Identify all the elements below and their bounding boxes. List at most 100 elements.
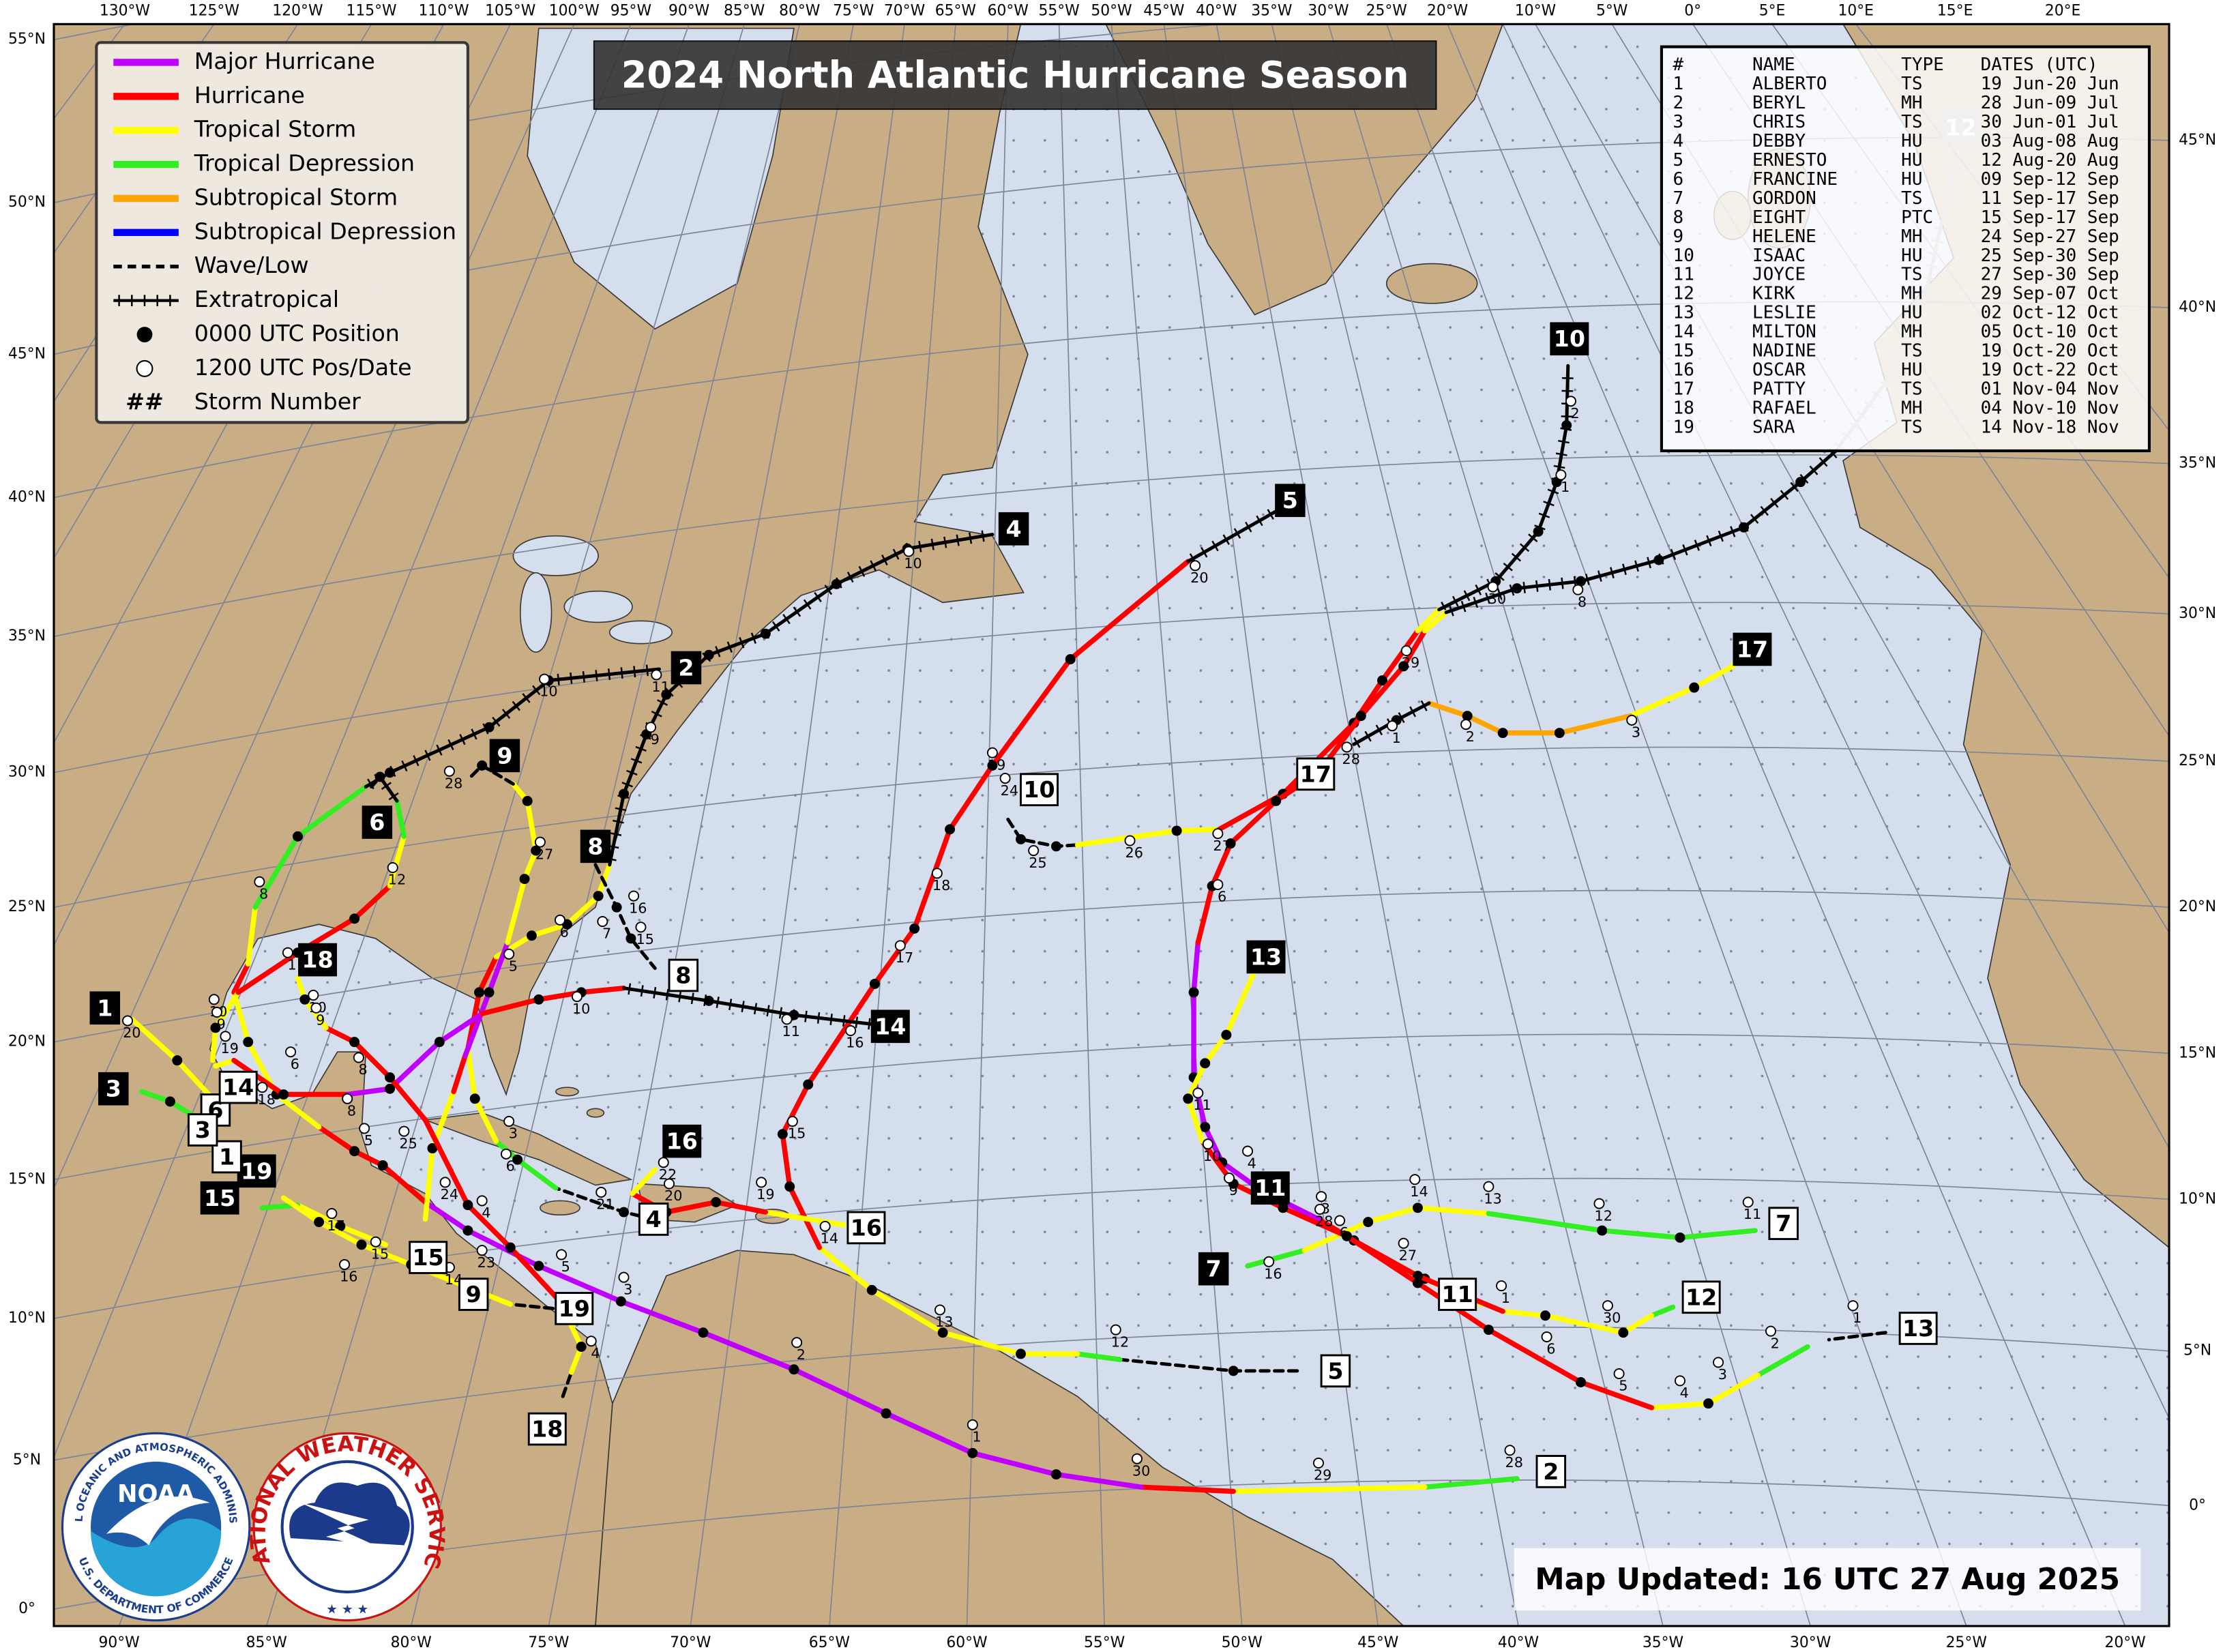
position-1200-utc [254, 876, 265, 887]
extratropical-tick [1449, 604, 1454, 617]
extratropical-tick [1201, 546, 1208, 558]
position-0000-utc [434, 1037, 445, 1048]
storm-number-box [489, 739, 520, 773]
storm-track [387, 834, 407, 889]
position-1200-utc [1504, 1445, 1516, 1456]
position-1200-utc [999, 773, 1011, 784]
lat-label-right: 10°N [2179, 1190, 2216, 1207]
position-0000-utc [533, 994, 544, 1005]
storm-number-box [555, 1292, 594, 1325]
table-cell: TS [1901, 417, 1922, 437]
date-label: 9 [1229, 1182, 1238, 1198]
lake [563, 590, 633, 623]
lon-label-top: 65°W [935, 3, 976, 20]
lon-label-top: 75°W [833, 3, 874, 20]
lon-label-top: 130°W [100, 3, 150, 20]
extratropical-tick [1475, 584, 1482, 595]
position-0000-utc [760, 628, 771, 639]
date-label: 2 [1771, 1335, 1780, 1351]
date-label: 4 [482, 1205, 490, 1221]
position-1200-utc [819, 1220, 831, 1232]
storm-number-box [580, 829, 611, 864]
lon-label-top: 120°W [272, 3, 323, 20]
position-0000-utc [576, 1342, 587, 1352]
position-0000-utc [1597, 1225, 1608, 1236]
storm-track [1437, 364, 1570, 612]
date-label: 8 [358, 1061, 367, 1078]
extratropical-tick [424, 750, 431, 761]
date-label: 14 [821, 1230, 838, 1247]
storm-number-box [362, 806, 393, 839]
storm-track [344, 1011, 485, 1097]
position-1200-utc [1242, 1145, 1254, 1157]
meridian-line [1502, 24, 2170, 1420]
extratropical-tick [804, 1010, 808, 1022]
lat-label-left: 5°N [13, 1451, 41, 1469]
position-0000-utc [937, 1327, 948, 1338]
extratropical-tick [607, 668, 611, 680]
noaa-text: NOAA [117, 1480, 195, 1508]
extratropical-tick [1547, 488, 1559, 495]
position-0000-utc [1540, 1310, 1550, 1321]
extratropical-tick [630, 758, 643, 764]
table-cell: TS [1901, 265, 1922, 285]
storm-number-box [218, 1070, 258, 1104]
lon-label-bottom: 30°W [1790, 1634, 1831, 1651]
table-cell: 13 [1673, 303, 1694, 323]
position-1200-utc [1341, 741, 1353, 753]
storm-number-box [458, 1278, 489, 1311]
date-label: 23 [477, 1254, 495, 1271]
position-0000-utc [1171, 825, 1182, 836]
lon-label-top: 20°W [1427, 3, 1468, 20]
table-cell: ALBERTO [1752, 74, 1827, 94]
lon-label-top: 40°W [1196, 3, 1237, 20]
noaa-wave [91, 1518, 222, 1597]
position-1200-utc [781, 1014, 793, 1025]
extratropical-tick [651, 710, 662, 718]
lat-label-left: 0° [18, 1600, 35, 1617]
date-label: 29 [1314, 1467, 1331, 1484]
extratropical-tick [1503, 562, 1513, 572]
date-label: 5 [364, 1132, 373, 1149]
storm-track [316, 1124, 428, 1205]
extratropical-tick [1420, 700, 1428, 711]
extratropical-tick [1706, 535, 1712, 546]
date-label: 4 [1248, 1155, 1256, 1171]
date-label: 4 [1680, 1385, 1689, 1401]
lat-label-right: 30°N [2179, 605, 2216, 622]
table-cell: 7 [1673, 188, 1684, 209]
date-label: 2 [1466, 728, 1475, 745]
extratropical-tick [750, 632, 756, 644]
table-cell: TS [1901, 341, 1922, 362]
table-cell: HU [1901, 246, 1922, 266]
extratropical-tick [690, 992, 694, 1005]
extratropical-tick [1585, 574, 1590, 585]
position-0000-utc [1618, 1327, 1629, 1338]
date-label: 30 [1132, 1462, 1150, 1479]
date-label: 6 [1218, 889, 1226, 905]
storm-number: 6 [369, 809, 385, 836]
storm-number-box [1535, 1455, 1567, 1488]
position-0000-utc [1342, 1230, 1353, 1241]
extratropical-tick [1364, 731, 1372, 742]
position-1200-utc [651, 669, 662, 681]
position-0000-utc [625, 933, 636, 944]
date-label: 8 [259, 885, 268, 902]
storm-track [1827, 1331, 1887, 1342]
extratropical-tick [1245, 521, 1252, 533]
table-cell: HU [1901, 150, 1922, 171]
position-0000-utc [1050, 841, 1061, 852]
position-0000-utc [349, 1037, 360, 1048]
position-0000-utc [1575, 576, 1586, 587]
storm-number-box [200, 1181, 239, 1215]
position-0000-utc [967, 1447, 978, 1458]
extratropical-tick [612, 819, 624, 824]
lon-label-bottom: 70°W [670, 1634, 711, 1651]
latitude-line [53, 889, 2170, 1043]
lon-label-top: 90°W [668, 3, 709, 20]
position-1200-utc [1765, 1325, 1776, 1337]
date-label: 28 [1315, 1213, 1333, 1230]
table-cell: 05 Oct-10 Oct [1981, 322, 2119, 342]
position-0000-utc [703, 995, 714, 1006]
storm-tracks: 2010919186885252442354321302928141516173… [89, 156, 1960, 1494]
